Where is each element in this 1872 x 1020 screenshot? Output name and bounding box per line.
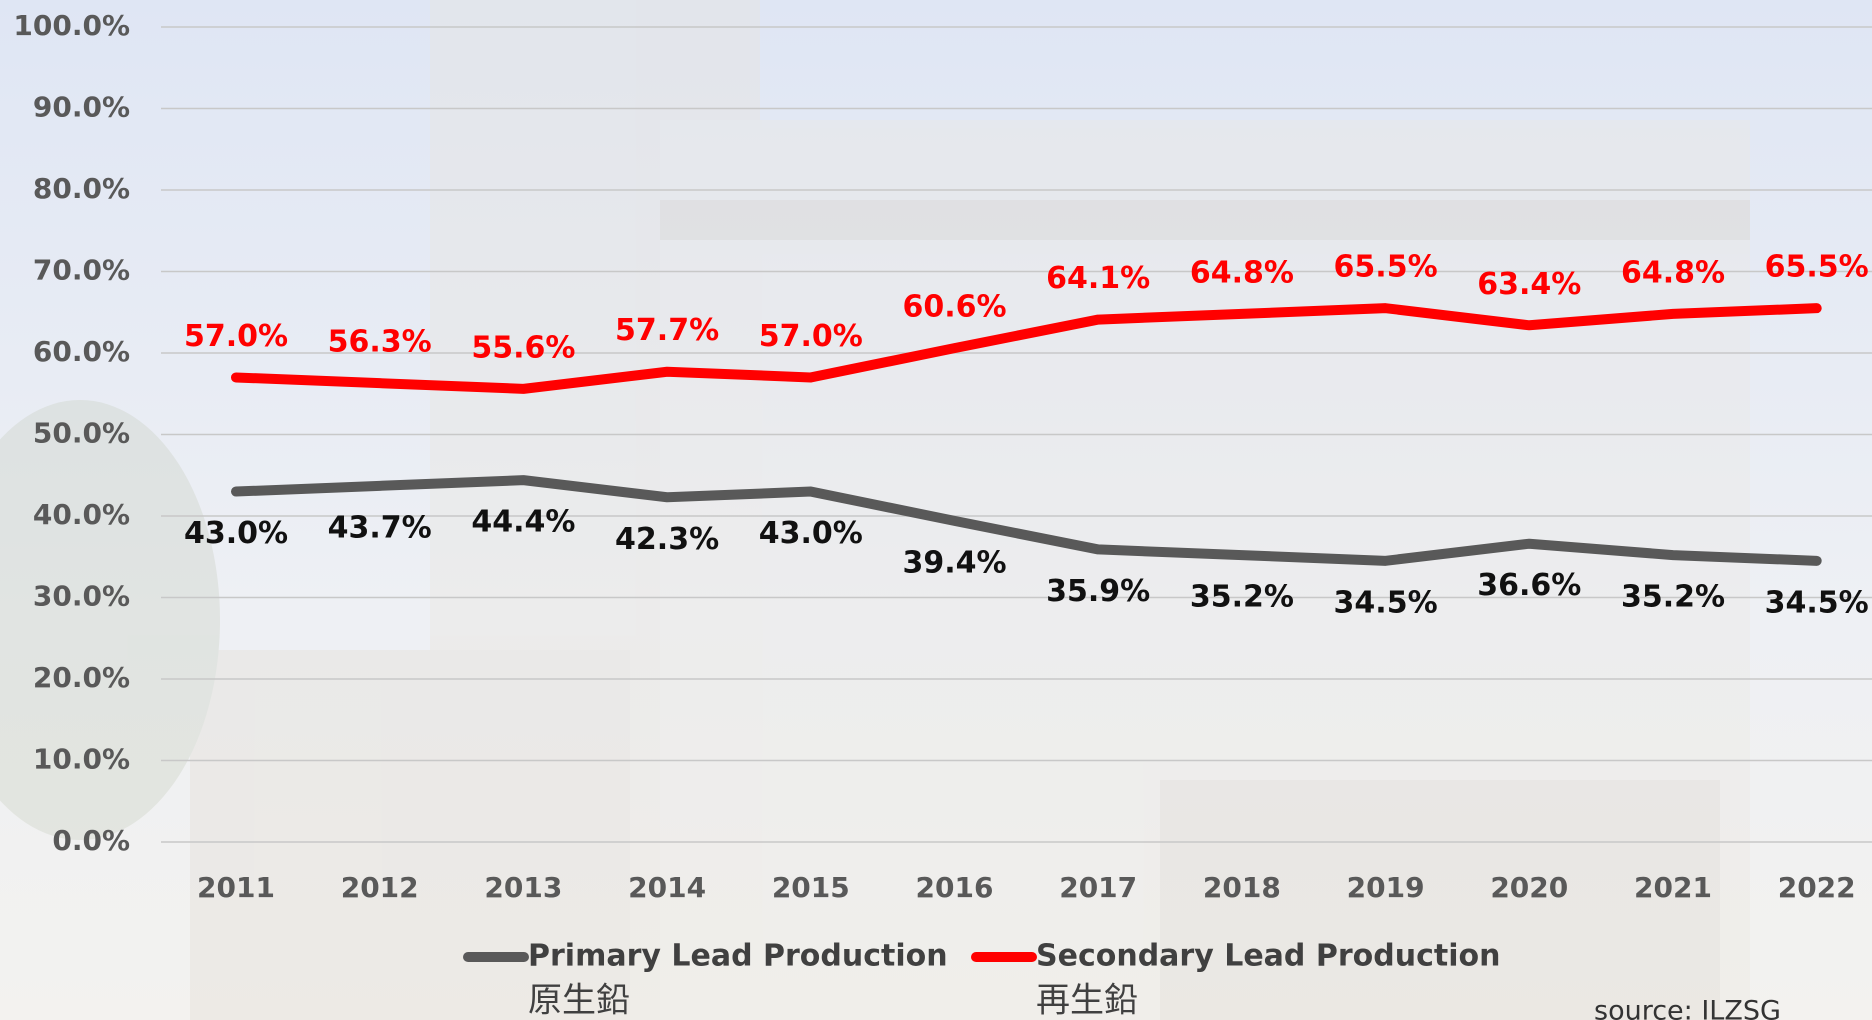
x-tick-label: 2020 xyxy=(1490,871,1568,904)
x-tick-label: 2021 xyxy=(1634,871,1712,904)
data-label: 43.0% xyxy=(184,516,288,551)
data-label: 64.8% xyxy=(1621,255,1725,290)
data-label: 43.7% xyxy=(328,510,432,545)
data-label: 60.6% xyxy=(902,290,1006,325)
legend-label-zh: 原生鉛 xyxy=(528,981,630,1020)
data-label: 35.2% xyxy=(1621,580,1725,615)
y-tick-label: 30.0% xyxy=(33,580,130,613)
x-tick-label: 2016 xyxy=(916,871,994,904)
legend-label: Secondary Lead Production xyxy=(1036,939,1500,974)
data-label: 57.0% xyxy=(184,319,288,354)
data-label: 34.5% xyxy=(1334,585,1438,620)
x-tick-label: 2012 xyxy=(341,871,419,904)
y-tick-label: 40.0% xyxy=(33,498,130,531)
data-label: 64.1% xyxy=(1046,261,1150,296)
x-tick-label: 2013 xyxy=(484,871,562,904)
y-tick-label: 20.0% xyxy=(33,661,130,694)
source: source: ILZSG xyxy=(1594,996,1781,1020)
y-tick-label: 80.0% xyxy=(33,172,130,205)
page: {"chart_data": {"type": "line", "categor… xyxy=(0,0,1872,1020)
legend-label: Primary Lead Production xyxy=(528,939,948,974)
y-tick-label: 0.0% xyxy=(52,824,130,857)
legend-label-zh: 再生鉛 xyxy=(1036,981,1138,1020)
data-label: 35.2% xyxy=(1190,580,1294,615)
x-tick-label: 2014 xyxy=(628,871,706,904)
y-tick-label: 70.0% xyxy=(33,254,130,287)
data-label: 36.6% xyxy=(1477,568,1581,603)
x-tick-label: 2017 xyxy=(1059,871,1137,904)
x-tick-label: 2022 xyxy=(1778,871,1856,904)
x-tick-label: 2019 xyxy=(1347,871,1425,904)
data-label: 65.5% xyxy=(1334,250,1438,285)
y-tick-label: 50.0% xyxy=(33,417,130,450)
data-label: 57.7% xyxy=(615,313,719,348)
y-tick-label: 100.0% xyxy=(13,9,130,42)
data-label: 55.6% xyxy=(471,330,575,365)
x-tick-label: 2011 xyxy=(197,871,275,904)
data-label: 63.4% xyxy=(1477,267,1581,302)
data-label: 42.3% xyxy=(615,522,719,557)
data-label: 43.0% xyxy=(759,516,863,551)
data-label: 39.4% xyxy=(902,545,1006,580)
data-label: 44.4% xyxy=(471,505,575,540)
y-tick-label: 10.0% xyxy=(33,743,130,776)
y-tick-label: 90.0% xyxy=(33,91,130,124)
data-label: 34.5% xyxy=(1765,585,1869,620)
data-label: 57.0% xyxy=(759,319,863,354)
data-label: 65.5% xyxy=(1765,250,1869,285)
data-label: 56.3% xyxy=(328,325,432,360)
chart: source: ILZSG 0.0% 10.0% 20.0% 30.0% 40.0% 50… xyxy=(0,0,1872,1020)
x-tick-label: 2018 xyxy=(1203,871,1281,904)
data-label: 35.9% xyxy=(1046,574,1150,609)
x-tick-label: 2015 xyxy=(772,871,850,904)
data-label: 64.8% xyxy=(1190,255,1294,290)
y-tick-label: 60.0% xyxy=(33,335,130,368)
